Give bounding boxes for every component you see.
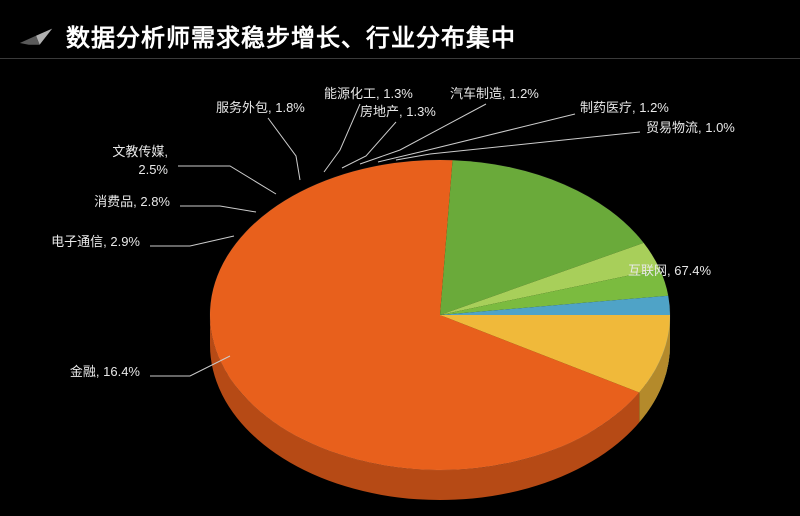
slice-label: 2.5% (138, 162, 168, 177)
pie-chart: 互联网, 67.4% 金融, 16.4% 电子通信, 2.9% 消费品, 2.8% 文教… (0, 60, 800, 516)
slice-label: 消费品, 2.8% (94, 194, 170, 209)
slice-label: 金融, 16.4% (70, 364, 141, 379)
slice-label: 文教传媒, (112, 144, 168, 159)
leader-line (180, 206, 256, 212)
leader-line (268, 118, 300, 180)
slice-label: 制药医疗, 1.2% (580, 100, 669, 115)
page-title: 数据分析师需求稳步增长、行业分布集中 (66, 18, 516, 53)
header: 数据分析师需求稳步增长、行业分布集中 (18, 18, 516, 53)
leader-line (396, 132, 640, 160)
slice-label: 互联网, 67.4% (628, 263, 712, 278)
leader-line (378, 114, 575, 162)
leader-line (150, 236, 234, 246)
header-rule (0, 58, 800, 59)
slice-label: 汽车制造, 1.2% (450, 86, 539, 101)
leader-line (178, 166, 276, 194)
slice-label: 贸易物流, 1.0% (646, 120, 735, 135)
paper-plane-icon (18, 25, 54, 47)
slice-label: 能源化工, 1.3% (324, 86, 413, 101)
slice-label: 房地产, 1.3% (360, 104, 436, 119)
slice-label: 电子通信, 2.9% (51, 234, 140, 249)
slice-label: 服务外包, 1.8% (216, 100, 305, 115)
